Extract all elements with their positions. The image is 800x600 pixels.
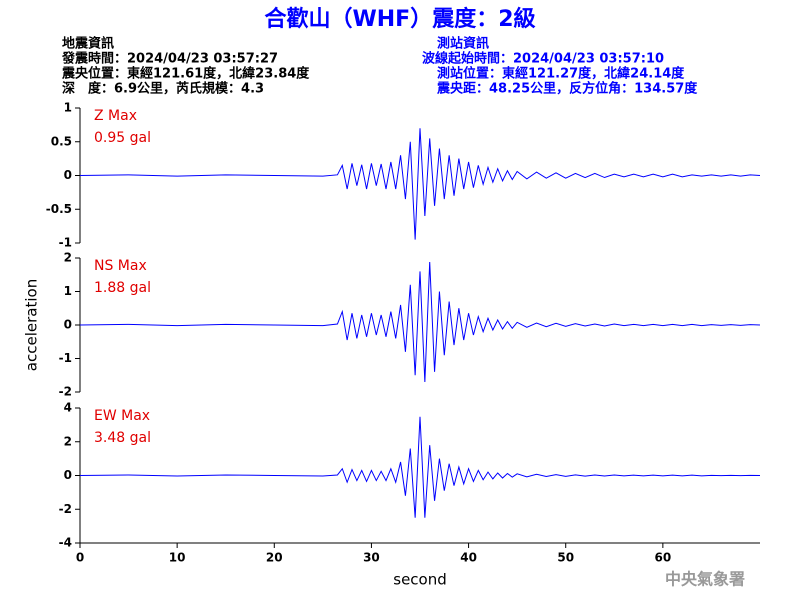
y-tick-label: -1 — [59, 236, 72, 250]
y-tick-label: -2 — [59, 385, 72, 399]
y-tick-label: 0.5 — [51, 134, 72, 148]
y-tick-label: 0 — [64, 318, 72, 332]
x-tick-label: 0 — [76, 551, 84, 565]
y-tick-label: 0 — [64, 168, 72, 182]
y-tick-label: -2 — [59, 502, 72, 516]
footer: 中央氣象署 — [665, 570, 745, 589]
y-tick-label: 0 — [64, 468, 72, 482]
panel-max: 0.95 gal — [94, 130, 151, 146]
y-axis-label: acceleration — [23, 279, 41, 371]
waveform — [79, 261, 761, 382]
info-right: 測站位置：東經121.27度，北緯24.14度 — [437, 66, 685, 82]
panel-max: 3.48 gal — [94, 430, 151, 446]
x-tick-label: 40 — [460, 551, 477, 565]
info-left: 震央位置：東經121.61度，北緯23.84度 — [61, 66, 310, 82]
y-tick-label: 1 — [64, 284, 72, 298]
info-left: 深 度：6.9公里，芮氏規模：4.3 — [62, 81, 264, 97]
y-tick-label: -0.5 — [46, 202, 72, 216]
y-tick-label: -4 — [59, 536, 72, 550]
x-tick-label: 30 — [363, 551, 380, 565]
x-tick-label: 50 — [557, 551, 574, 565]
x-tick-label: 60 — [655, 551, 672, 565]
info-right: 波線起始時間：2024/04/23 03:57:10 — [422, 51, 664, 67]
info-left: 發震時間：2024/04/23 03:57:27 — [61, 51, 278, 67]
chart-title: 合歡山（WHF）震度：2級 — [264, 6, 535, 32]
y-tick-label: 2 — [64, 434, 72, 448]
waveform — [79, 128, 761, 240]
y-tick-label: 2 — [64, 251, 72, 265]
panel-label: Z Max — [94, 108, 137, 124]
panel-max: 1.88 gal — [94, 280, 151, 296]
x-tick-label: 20 — [266, 551, 283, 565]
panel-label: EW Max — [94, 408, 150, 424]
x-axis-label: second — [393, 571, 447, 589]
y-tick-label: 1 — [64, 101, 72, 115]
info-right: 測站資訊 — [437, 36, 489, 52]
panel-label: NS Max — [94, 258, 147, 274]
info-right: 震央距：48.25公里，反方位角：134.57度 — [436, 81, 698, 97]
info-left: 地震資訊 — [62, 36, 114, 52]
y-tick-label: 4 — [64, 401, 72, 415]
x-tick-label: 10 — [169, 551, 186, 565]
waveform — [79, 416, 761, 518]
y-tick-label: -1 — [59, 351, 72, 365]
